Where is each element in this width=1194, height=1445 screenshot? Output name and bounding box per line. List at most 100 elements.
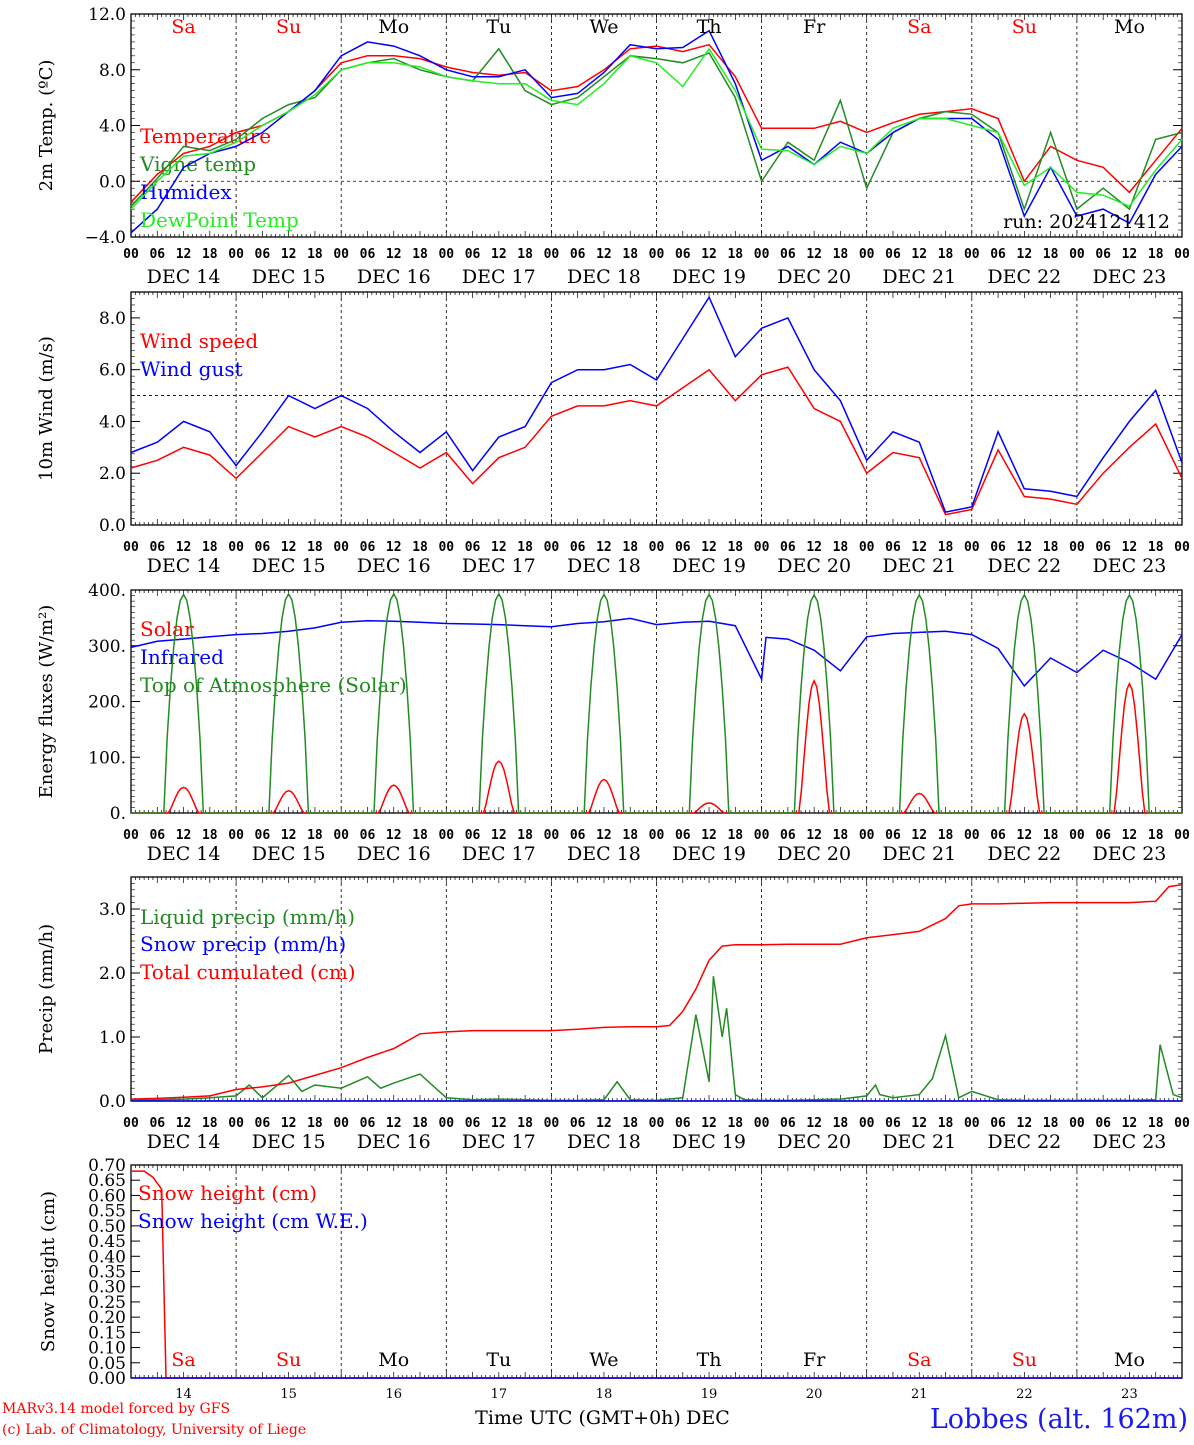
- temperature-y-tick-label: 4.0: [99, 117, 126, 137]
- wind-date-label: DEC 14: [147, 555, 221, 577]
- temperature-y-tick-label: 8.0: [99, 61, 126, 81]
- temperature-hour-label: 12: [596, 247, 612, 262]
- day-name-label: Mo: [378, 1349, 409, 1371]
- temperature-series-dewpoint-temp: [130, 47, 1183, 210]
- wind-hour-label: 12: [281, 540, 297, 555]
- temperature-hour-label: 06: [675, 247, 691, 262]
- temperature-date-label: DEC 21: [882, 266, 956, 288]
- wind-date-label: DEC 18: [567, 555, 641, 577]
- wind-hour-label: 00: [859, 540, 875, 555]
- energy-hour-label: 12: [1122, 828, 1138, 843]
- temperature-hour-label: 06: [780, 247, 796, 262]
- wind-y-tick-label: 6.0: [99, 361, 126, 381]
- credit-line-2: (c) Lab. of Climatology, University of L…: [2, 1422, 306, 1438]
- wind-hour-label: 06: [780, 540, 796, 555]
- snow-y-axis-label: Snow height (cm): [38, 1191, 59, 1352]
- energy-date-label: DEC 19: [672, 843, 746, 865]
- day-name-label: Th: [697, 1349, 722, 1371]
- temperature-series-humidex: [130, 29, 1183, 234]
- energy-series-top-of-atmosphere-solar: [131, 592, 1182, 814]
- wind-y-tick-label: 2.0: [99, 464, 126, 484]
- energy-hour-label: 18: [307, 828, 323, 843]
- snow-y-tick-label: 0.35: [88, 1263, 126, 1283]
- wind-date-label: DEC 16: [357, 555, 431, 577]
- precip-y-axis-label: Precip (mm/h): [36, 924, 57, 1054]
- temperature-hour-label: 12: [1017, 247, 1033, 262]
- energy-hour-label: 12: [806, 828, 822, 843]
- day-number-label: 22: [1016, 1387, 1033, 1402]
- energy-date-label: DEC 20: [777, 843, 851, 865]
- wind-hour-label: 18: [1043, 540, 1059, 555]
- snow-y-tick-label: 0.05: [88, 1354, 126, 1374]
- precip-hour-label: 12: [281, 1116, 297, 1131]
- wind-hour-label: 18: [307, 540, 323, 555]
- temperature-hour-label: 06: [990, 247, 1006, 262]
- day-name-label: Tu: [486, 1349, 511, 1371]
- temperature-hour-label: 12: [1122, 247, 1138, 262]
- day-name-label: Sa: [907, 16, 931, 38]
- wind-hour-label: 06: [149, 540, 165, 555]
- energy-hour-label: 18: [202, 828, 218, 843]
- precip-legend-entry: Snow precip (mm/h): [140, 932, 346, 956]
- wind-y-tick-label: 8.0: [99, 309, 126, 329]
- temperature-hour-label: 06: [570, 247, 586, 262]
- energy-legend-entry: Solar: [140, 617, 194, 641]
- energy-hour-label: 06: [570, 828, 586, 843]
- precip-hour-label: 06: [990, 1116, 1006, 1131]
- energy-hour-label: 18: [517, 828, 533, 843]
- snow-y-tick-label: 0.00: [88, 1369, 126, 1389]
- wind-hour-label: 18: [833, 540, 849, 555]
- precip-hour-label: 12: [806, 1116, 822, 1131]
- temperature-hour-label: 18: [202, 247, 218, 262]
- energy-date-label: DEC 21: [882, 843, 956, 865]
- precip-date-label: DEC 18: [567, 1131, 641, 1153]
- wind-hour-label: 12: [596, 540, 612, 555]
- precip-hour-label: 18: [307, 1116, 323, 1131]
- precip-hour-label: 12: [491, 1116, 507, 1131]
- temperature-date-label: DEC 22: [987, 266, 1061, 288]
- energy-hour-label: 12: [1017, 828, 1033, 843]
- temperature-run-annotation: run: 2024121412: [1003, 211, 1170, 233]
- wind-hour-label: 18: [1148, 540, 1164, 555]
- day-number-label: 23: [1121, 1387, 1138, 1402]
- precip-hour-label: 00: [333, 1116, 349, 1131]
- precip-hour-label: 18: [622, 1116, 638, 1131]
- energy-legend-entry: Infrared: [140, 645, 224, 669]
- energy-hour-label: 00: [228, 828, 244, 843]
- precip-hour-label: 00: [1069, 1116, 1085, 1131]
- energy-hour-label: 06: [990, 828, 1006, 843]
- snow-y-tick-label: 0.55: [88, 1202, 126, 1222]
- temperature-hour-label: 12: [386, 247, 402, 262]
- energy-date-label: DEC 22: [987, 843, 1061, 865]
- precip-date-label: DEC 22: [987, 1131, 1061, 1153]
- credit-line-1: MARv3.14 model forced by GFS: [2, 1401, 230, 1417]
- snow-y-tick-label: 0.50: [88, 1217, 126, 1237]
- energy-hour-label: 00: [649, 828, 665, 843]
- energy-series-infrared: [130, 617, 1183, 688]
- precip-hour-label: 06: [149, 1116, 165, 1131]
- temperature-y-tick-label: −4.0: [85, 228, 126, 248]
- precip-hour-label: 18: [1148, 1116, 1164, 1131]
- energy-hour-label: 00: [123, 828, 139, 843]
- energy-y-axis-label: Energy fluxes (W/m²): [36, 605, 57, 799]
- energy-hour-label: 06: [360, 828, 376, 843]
- energy-y-tick-label: 400.: [88, 581, 126, 601]
- wind-hour-label: 00: [438, 540, 454, 555]
- snow-y-tick-label: 0.15: [88, 1323, 126, 1343]
- wind-hour-label: 06: [570, 540, 586, 555]
- precip-date-label: DEC 20: [777, 1131, 851, 1153]
- temperature-hour-label: 12: [281, 247, 297, 262]
- precip-hour-label: 12: [386, 1116, 402, 1131]
- precip-date-label: DEC 19: [672, 1131, 746, 1153]
- snow-y-tick-label: 0.30: [88, 1278, 126, 1298]
- wind-series-wind-speed: [130, 366, 1183, 516]
- energy-date-label: DEC 16: [357, 843, 431, 865]
- energy-hour-label: 12: [386, 828, 402, 843]
- snow-legend-entry: Snow height (cm): [138, 1181, 317, 1205]
- temperature-hour-label: 18: [833, 247, 849, 262]
- x-axis-label: Time UTC (GMT+0h): [475, 1407, 681, 1429]
- energy-hour-label: 06: [255, 828, 271, 843]
- precip-series-total-cumulated-cm: [130, 883, 1183, 1100]
- wind-hour-label: 00: [1069, 540, 1085, 555]
- wind-hour-label: 06: [885, 540, 901, 555]
